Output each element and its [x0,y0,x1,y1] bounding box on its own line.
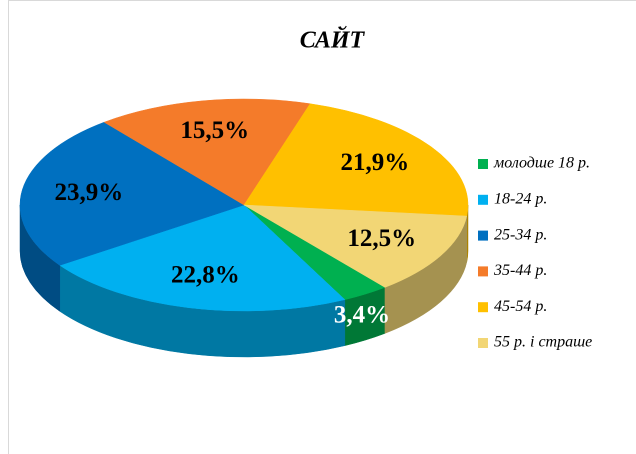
legend-swatch [478,338,488,348]
value-label: 12,5% [347,225,416,252]
legend-label: молодше 18 р. [493,155,590,172]
legend-label: 55 р. і страше [494,334,592,351]
slice [103,98,311,206]
value-label: 22,8% [171,262,240,289]
slice [19,121,245,266]
value-label: 23,9% [54,179,123,206]
legend-swatch [478,266,488,277]
legend-label: 35-44 р. [493,262,547,279]
legend-label: 45-54 р. [494,298,547,315]
legend-swatch [478,230,488,241]
legend-swatch [478,159,488,169]
slice [59,204,346,312]
legend-label: 18-24 р. [494,190,547,207]
legend-label: 25-34 р. [494,226,547,243]
slice [243,103,469,217]
chart-title: САЙТ [300,27,366,54]
legend-swatch [478,302,488,313]
value-label: 21,9% [340,149,409,176]
legend-swatch [478,194,488,205]
slice [243,204,468,288]
value-label: 3,4% [334,301,390,328]
value-label: 15,5% [180,117,249,144]
